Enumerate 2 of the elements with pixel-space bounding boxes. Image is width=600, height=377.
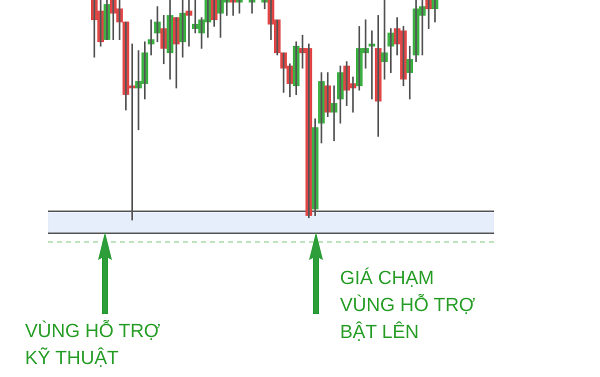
text: GIÁ CHẠM VÙNG HỖ TRỢ BẬT LÊN bbox=[340, 266, 476, 345]
text: VÙNG HỖ TRỢ KỸ THUẬT bbox=[25, 319, 160, 371]
